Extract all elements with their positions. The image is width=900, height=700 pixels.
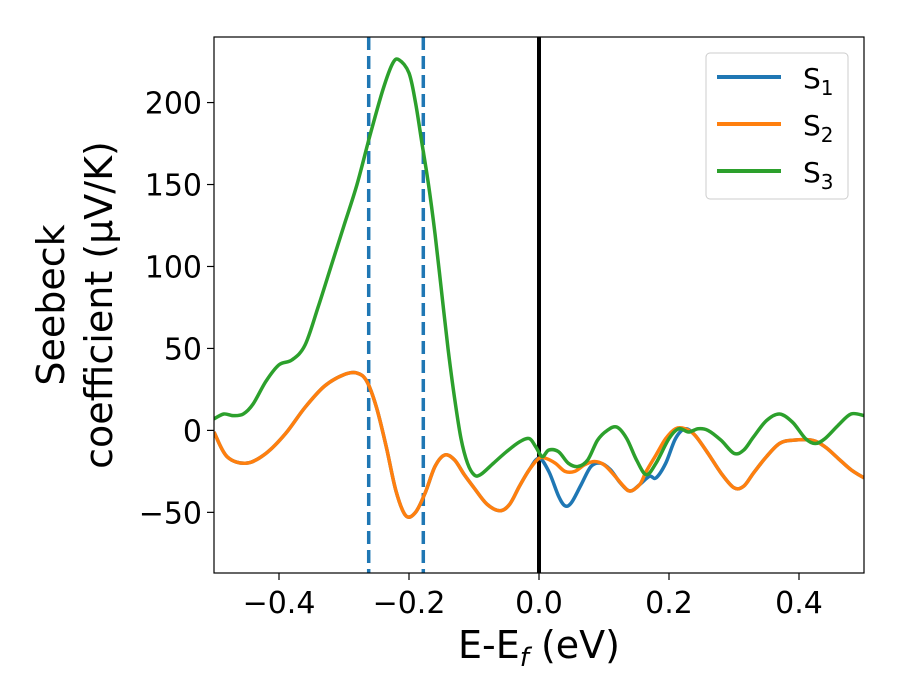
x-axis-label: E-Ef (eV) xyxy=(458,623,620,673)
y-tick-label: 200 xyxy=(145,87,202,122)
y-tick-label: 50 xyxy=(164,332,202,367)
series-line-s2 xyxy=(214,370,864,519)
reference-lines xyxy=(366,37,541,573)
series-lines xyxy=(214,57,864,519)
x-tick-label: −0.4 xyxy=(243,586,316,621)
x-tick-label: 0.2 xyxy=(645,586,693,621)
legend-label-s1: S1 xyxy=(803,62,834,100)
x-tick-label: 0.4 xyxy=(775,586,823,621)
legend-label-s3: S3 xyxy=(803,156,834,194)
legend-label-s2: S2 xyxy=(803,109,834,147)
y-tick-label: 100 xyxy=(145,250,202,285)
y-tick-label: 150 xyxy=(145,169,202,204)
series-line-s3 xyxy=(214,57,864,478)
x-axis-ticks: −0.4 −0.2 0.0 0.2 0.4 xyxy=(243,573,823,621)
y-axis-label-line1: Seebeck xyxy=(29,224,73,385)
legend: S1 S2 S3 xyxy=(705,52,849,200)
y-tick-label: 0 xyxy=(183,414,202,449)
y-axis-ticks: −50 0 50 100 150 200 xyxy=(139,87,214,531)
x-axis-label-main: E-E xyxy=(458,623,520,667)
x-tick-label: 0.0 xyxy=(515,586,563,621)
y-axis-label-line2: coefficient (μV/K) xyxy=(77,141,121,469)
x-axis-label-unit: (eV) xyxy=(529,623,620,667)
x-tick-label: −0.2 xyxy=(373,586,446,621)
y-tick-label: −50 xyxy=(139,496,202,531)
